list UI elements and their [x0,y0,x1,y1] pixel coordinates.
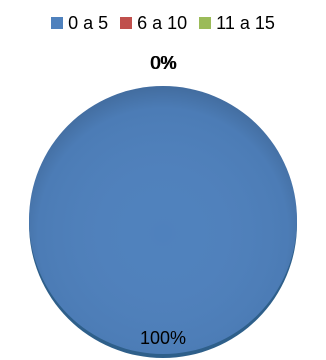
legend-label-1: 6 a 10 [137,13,188,33]
legend-label-0: 0 a 5 [68,13,109,33]
legend-item-0: 0 a 5 [51,12,108,34]
chart-legend: 0 a 5 6 a 10 11 a 15 [0,12,326,34]
legend-item-2: 11 a 15 [199,12,275,34]
pie-slices [29,86,297,354]
legend-swatch-0 [51,17,64,29]
pie-data-labels: 100%0%0% [140,53,186,348]
data-label-2: 0% [151,53,177,73]
pie-slice-0 [29,86,297,354]
data-label-1: 0% [150,53,176,73]
data-label-0: 100% [140,328,186,348]
legend-item-1: 6 a 10 [120,12,187,34]
legend-label-2: 11 a 15 [216,13,275,33]
legend-swatch-2 [199,17,212,29]
legend-swatch-1 [120,17,133,29]
